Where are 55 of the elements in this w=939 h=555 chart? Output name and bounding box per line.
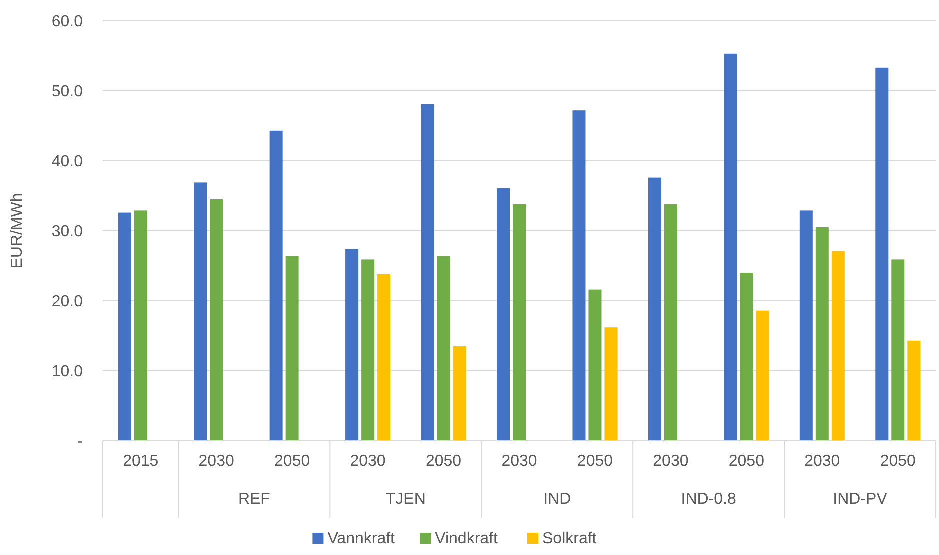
x-tick-label: 2030 (198, 453, 234, 470)
x-tick-label: 2050 (880, 453, 916, 470)
y-tick-label: 40.0 (52, 154, 84, 171)
legend-label: Vannkraft (328, 530, 396, 548)
bar (362, 260, 375, 441)
bar (453, 346, 466, 441)
x-tick-label: 2050 (274, 453, 310, 470)
bar (210, 200, 224, 441)
bar (346, 249, 359, 441)
bar (437, 256, 450, 441)
bar (497, 188, 510, 441)
bar (194, 182, 208, 441)
x-tick-label: 2030 (350, 453, 386, 470)
bar (134, 210, 148, 441)
text: TJEN (386, 491, 426, 508)
bar (286, 256, 299, 441)
bar (800, 210, 813, 441)
legend-label: Solkraft (542, 530, 598, 548)
x-tick-label: 2030 (804, 453, 840, 470)
x-tick-label: 2050 (728, 453, 765, 470)
y-tick-label: 50.0 (52, 84, 84, 101)
x-tick-label: 2050 (426, 453, 462, 470)
bar (604, 328, 618, 441)
y-tick-label: 30.0 (52, 224, 84, 241)
text: IND (544, 491, 572, 508)
bar (421, 104, 434, 441)
bar (513, 204, 526, 441)
bar (832, 251, 845, 441)
bar (664, 204, 678, 441)
text: REF (238, 491, 271, 508)
y-axis-title: EUR/MWh (9, 193, 26, 269)
bar (740, 273, 754, 441)
bar (378, 274, 391, 441)
y-tick-label: 10.0 (52, 364, 84, 381)
text: IND-PV (833, 491, 888, 508)
y-tick-label: 60.0 (52, 14, 84, 31)
bar (908, 340, 921, 441)
x-tick-label: 2015 (123, 453, 159, 470)
x-tick-label: 2030 (653, 453, 689, 470)
y-tick-label: - (78, 434, 83, 451)
bar (648, 178, 662, 441)
y-tick-label: 20.0 (52, 294, 84, 311)
x-tick-label: 2050 (577, 453, 614, 470)
bar (756, 310, 770, 441)
x-tick-label: 2030 (502, 453, 538, 470)
bar (588, 290, 602, 441)
bar (118, 212, 132, 441)
bar (724, 54, 738, 441)
bar (876, 68, 889, 441)
bar (572, 110, 586, 441)
bar (892, 260, 905, 441)
bar (270, 130, 283, 441)
legend-label: Vindkraft (435, 530, 499, 548)
text: IND-0.8 (681, 491, 736, 508)
bar (816, 228, 829, 441)
